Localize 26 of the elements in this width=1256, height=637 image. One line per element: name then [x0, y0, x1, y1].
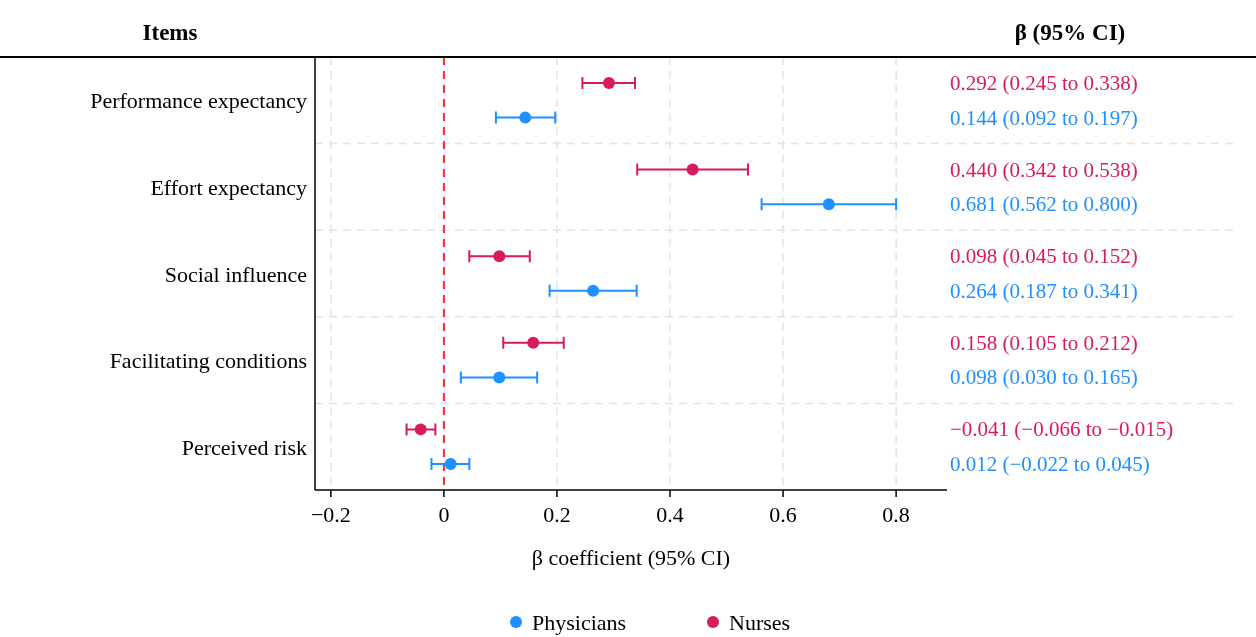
x-axis-title: β coefficient (95% CI) — [531, 545, 731, 570]
text: 0.264 (0.187 to 0.341) — [950, 278, 1138, 303]
text: β (95% CI) — [1014, 20, 1126, 45]
y-tick-label: Effort expectancy — [150, 174, 307, 200]
text: 0.158 (0.105 to 0.212) — [950, 330, 1138, 355]
y-tick-label: Facilitating conditions — [109, 348, 307, 374]
text: 0.292 (0.245 to 0.338) — [950, 70, 1138, 95]
legend-label: Nurses — [729, 610, 791, 635]
y-tick-label: Performance expectancy — [90, 88, 307, 114]
text: 0.098 (0.030 to 0.165) — [950, 365, 1138, 390]
text: 0.098 (0.045 to 0.152) — [950, 244, 1138, 269]
text: 0.144 (0.092 to 0.197) — [950, 105, 1138, 130]
x-tick-label: 0 — [438, 502, 450, 527]
x-tick-label: 0.4 — [656, 502, 684, 527]
y-tick-label: Social influence — [164, 261, 307, 287]
x-tick-label: −0.2 — [310, 502, 351, 527]
text: 0.681 (0.562 to 0.800) — [950, 192, 1138, 217]
x-tick-label: 0.6 — [769, 502, 797, 527]
text: 0.012 (−0.022 to 0.045) — [950, 452, 1150, 477]
x-tick-label: 0.8 — [882, 502, 910, 527]
y-axis-title: Items — [142, 20, 198, 45]
text: −0.041 (−0.066 to −0.015) — [950, 417, 1174, 442]
y-tick-label: Perceived risk — [181, 434, 307, 460]
legend-label: Physicians — [532, 610, 627, 635]
text: 0.440 (0.342 to 0.538) — [950, 157, 1138, 182]
x-tick-label: 0.2 — [543, 502, 571, 527]
